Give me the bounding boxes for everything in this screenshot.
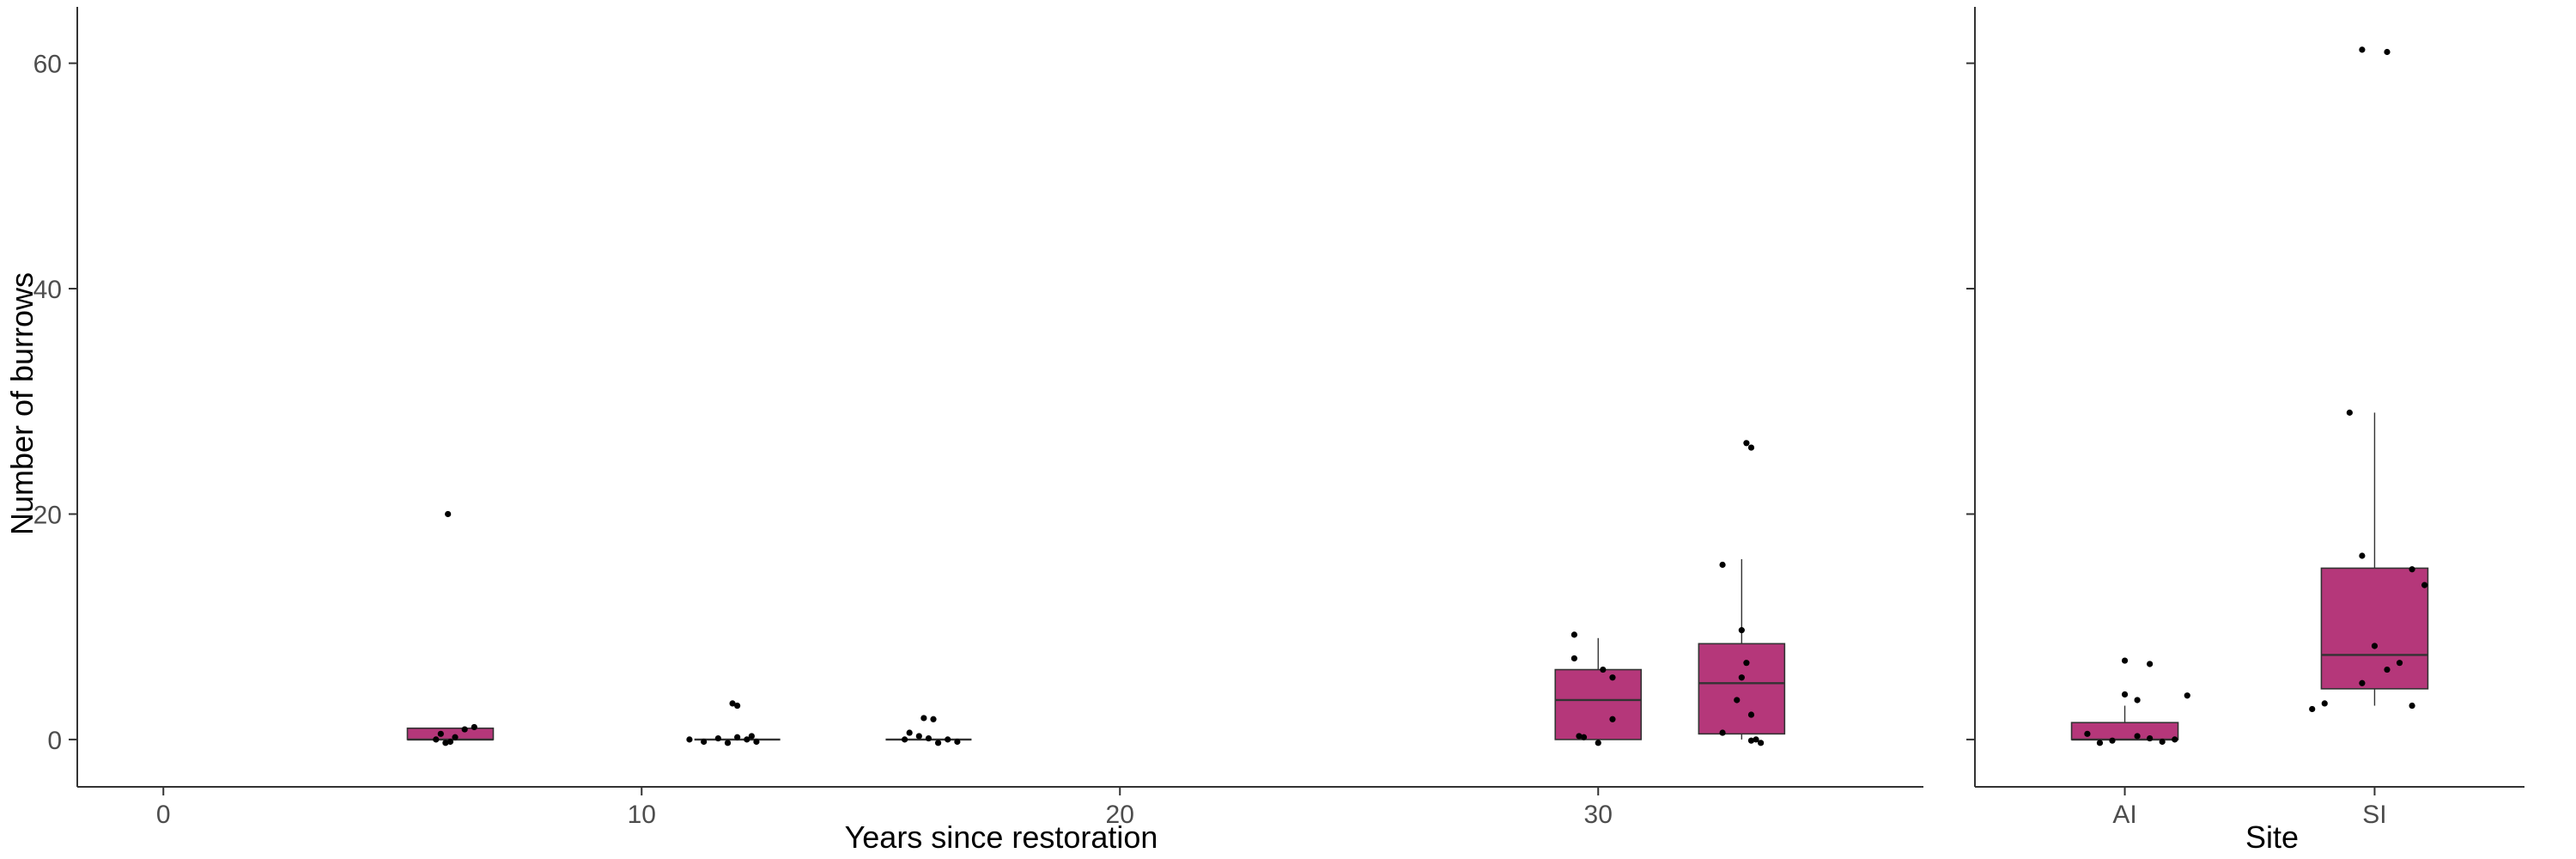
- left-box-group: [885, 715, 972, 746]
- data-point: [2384, 666, 2391, 673]
- data-point: [1719, 729, 1726, 736]
- data-point: [906, 729, 913, 736]
- data-point: [2421, 582, 2428, 588]
- data-point: [2159, 738, 2166, 746]
- data-point: [724, 740, 732, 746]
- data-point: [2121, 657, 2129, 664]
- data-point: [1609, 674, 1616, 681]
- data-point: [1743, 440, 1750, 447]
- data-point: [2109, 737, 2116, 744]
- left-box-group: [1698, 440, 1786, 746]
- left-panel-years: Number of burrows Years since restoratio…: [4, 7, 1923, 855]
- data-point: [2409, 702, 2415, 710]
- data-point: [934, 740, 942, 746]
- data-point: [1747, 737, 1755, 744]
- data-point: [2309, 705, 2316, 713]
- left-x-tick-label: 30: [1584, 801, 1613, 829]
- data-point: [734, 702, 741, 710]
- data-point: [2134, 697, 2141, 704]
- data-point: [1609, 716, 1616, 722]
- data-point: [1595, 740, 1601, 746]
- left-y-tick-label: 40: [33, 276, 62, 304]
- data-point: [945, 736, 951, 743]
- data-point: [902, 736, 908, 743]
- data-point: [2384, 48, 2391, 56]
- data-point: [714, 734, 721, 742]
- left-y-tick-label: 60: [33, 51, 62, 79]
- left-y-tick-label: 20: [33, 501, 62, 529]
- data-point: [753, 738, 760, 746]
- right-x-tick-label: AI: [2112, 801, 2136, 829]
- right-x-tick-label: SI: [2362, 801, 2386, 829]
- left-x-tick-label: 10: [628, 801, 656, 829]
- left-box-group: [686, 700, 781, 746]
- data-point: [471, 723, 477, 731]
- data-point: [445, 510, 452, 518]
- data-point: [461, 726, 468, 733]
- data-point: [744, 736, 750, 743]
- data-point: [2359, 552, 2366, 559]
- box-iqr: [1698, 643, 1786, 735]
- data-point: [1747, 444, 1755, 451]
- data-point: [930, 716, 937, 722]
- data-point: [2096, 740, 2104, 746]
- data-point: [748, 733, 755, 740]
- data-point: [729, 700, 736, 707]
- left-x-tick-label: 0: [156, 801, 171, 829]
- data-point: [734, 734, 741, 740]
- data-point: [2371, 643, 2379, 649]
- left-y-tick-label: 0: [47, 727, 62, 755]
- right-box-group: [2070, 657, 2190, 746]
- right-box-group: [2309, 46, 2429, 713]
- data-point: [452, 734, 459, 740]
- data-point: [447, 738, 454, 746]
- data-point: [1719, 561, 1726, 569]
- data-point: [925, 734, 933, 742]
- data-point: [1738, 627, 1745, 634]
- data-point: [2409, 566, 2415, 573]
- data-point: [437, 730, 444, 737]
- data-point: [701, 738, 708, 746]
- data-point: [2084, 730, 2091, 737]
- data-point: [2359, 679, 2366, 686]
- data-point: [2321, 700, 2328, 707]
- y-axis-title: Number of burrows: [4, 272, 39, 535]
- data-point: [1743, 660, 1750, 667]
- data-point: [1576, 733, 1583, 740]
- data-point: [2147, 661, 2154, 667]
- data-point: [1747, 711, 1755, 718]
- data-point: [1571, 655, 1577, 662]
- data-point: [2184, 692, 2190, 699]
- data-point: [2346, 409, 2353, 416]
- data-point: [442, 740, 449, 746]
- data-point: [2172, 736, 2178, 743]
- left-box-group: [1554, 631, 1643, 746]
- data-point: [1753, 736, 1759, 743]
- data-point: [2147, 734, 2154, 742]
- data-point: [433, 736, 440, 743]
- x-axis-title-years: Years since restoration: [845, 819, 1158, 855]
- data-point: [1600, 666, 1607, 673]
- data-point: [2396, 660, 2403, 667]
- data-point: [2359, 46, 2366, 53]
- box-iqr: [2320, 567, 2429, 690]
- box-iqr: [1554, 668, 1643, 740]
- data-point: [1758, 740, 1765, 746]
- data-point: [2121, 691, 2129, 698]
- data-point: [686, 736, 693, 743]
- data-point: [1571, 631, 1577, 638]
- data-point: [915, 733, 922, 740]
- left-box-group: [406, 510, 495, 746]
- data-point: [920, 715, 927, 722]
- data-point: [1580, 734, 1588, 740]
- left-x-tick-label: 20: [1106, 801, 1134, 829]
- right-panel-site: Site AI SI: [1966, 7, 2524, 855]
- data-point: [1738, 674, 1745, 681]
- box-iqr: [406, 727, 495, 740]
- data-point: [2134, 733, 2141, 740]
- x-axis-title-site: Site: [2245, 819, 2299, 855]
- data-point: [1734, 697, 1741, 704]
- data-point: [954, 738, 961, 746]
